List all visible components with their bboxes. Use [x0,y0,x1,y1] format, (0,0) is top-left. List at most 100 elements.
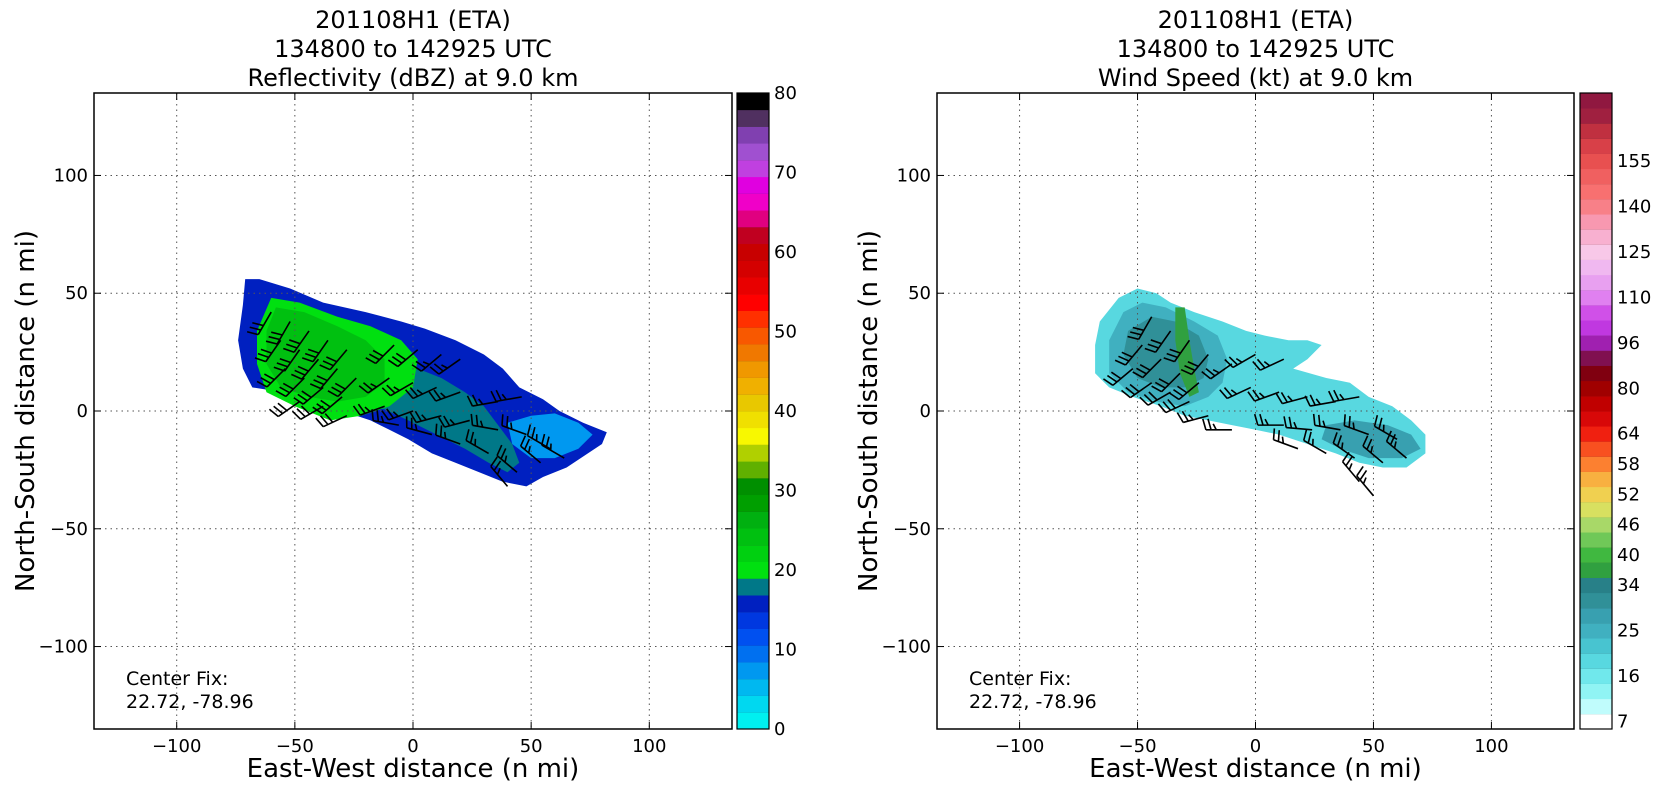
colorbar-tick-label: 155 [1617,151,1651,172]
center-fix-annotation: Center Fix: [126,668,228,690]
colorbar-bin [737,327,769,344]
colorbar-tick-label: 7 [1617,711,1628,732]
chart-title-line-1: 201108H1 (ETA) [315,6,511,34]
colorbar-tick-label: 125 [1617,242,1651,263]
wind-barb-feather [502,414,503,425]
x-tick-label: 100 [632,736,666,757]
y-tick-label: 0 [920,401,931,422]
x-tick-label: −100 [152,736,201,757]
colorbar-bin [737,662,769,679]
colorbar-bin [737,478,769,495]
colorbar-bin [737,578,769,595]
colorbar-bin [1580,532,1612,548]
colorbar-bin [1580,350,1612,366]
colorbar-bin [1580,169,1612,185]
colorbar-bin [737,294,769,311]
colorbar-bin [1580,335,1612,351]
colorbar-bin [737,444,769,461]
colorbar-tick-label: 40 [774,401,797,422]
y-axis-label: North-South distance (n mi) [854,230,884,592]
colorbar-bin [1580,562,1612,578]
colorbar-bin [737,143,769,160]
colorbar-tick-label: 52 [1617,484,1640,505]
colorbar-bin [1580,699,1612,715]
colorbar-bin [737,461,769,478]
wind-barb-feather [1274,428,1275,439]
colorbar-bin [737,679,769,696]
chart-title-line-1: 201108H1 (ETA) [1158,6,1354,34]
colorbar-bin [1580,714,1612,730]
colorbar-tick-label: 64 [1617,424,1640,445]
colorbar-bin [737,311,769,328]
x-axis-label: East-West distance (n mi) [1089,754,1422,784]
colorbar-bin [1580,593,1612,609]
colorbar-bin [1580,441,1612,457]
colorbar-tick-label: 20 [774,560,797,581]
colorbar-tick-label: 40 [1617,545,1640,566]
colorbar-bin [737,110,769,127]
colorbar-bin [737,260,769,277]
wind-barb-feather [1278,430,1279,441]
wind-barb-feather [1282,437,1283,444]
wind-barb-feather [1342,442,1343,449]
colorbar-bin [1580,199,1612,215]
y-tick-label: −50 [893,519,931,540]
colorbar-tick-label: 50 [774,322,797,343]
wind-barb-feather [1353,423,1354,430]
center-fix-annotation: 22.72, -78.96 [969,691,1097,713]
colorbar-bin [1580,411,1612,427]
colorbar-bin [737,428,769,445]
colorbar-tick-label: 96 [1617,333,1640,354]
chart-title-line-3: Reflectivity (dBZ) at 9.0 km [248,64,579,92]
colorbar-bin [1580,623,1612,639]
colorbar-tick-label: 80 [1617,378,1640,399]
colorbar-bin [737,629,769,646]
colorbar-bin [737,244,769,261]
colorbar-tick-label: 0 [774,719,785,740]
colorbar-bin [737,562,769,579]
colorbar-bin [737,344,769,361]
y-tick-label: −100 [39,637,88,658]
wind-barb-feather [507,416,508,427]
colorbar-bin [737,177,769,194]
chart-title-line-2: 134800 to 142925 UTC [1117,35,1395,63]
colorbar-tick-label: 80 [774,83,797,104]
colorbar-tick-label: 34 [1617,575,1640,596]
colorbar-bin [737,193,769,210]
colorbar-bin [1580,260,1612,276]
colorbar-bin [1580,608,1612,624]
colorbar-bin [1580,578,1612,594]
colorbar-bin [1580,229,1612,245]
colorbar-bin [1580,275,1612,291]
colorbar-tick-label: 16 [1617,666,1640,687]
colorbar-bin [737,612,769,629]
colorbar-bin [1580,381,1612,397]
colorbar-tick-label: 70 [774,163,797,184]
colorbar-bin [737,210,769,227]
colorbar-bin [737,160,769,177]
y-tick-label: 50 [65,283,88,304]
colorbar-bin [1580,123,1612,139]
colorbar-bin [1580,426,1612,442]
colorbar-bin [737,227,769,244]
colorbar-bin [1580,653,1612,669]
colorbar-tick-label: 25 [1617,621,1640,642]
wind-barb-feather [436,424,437,435]
y-tick-label: 100 [897,165,931,186]
colorbar-bin [737,126,769,143]
colorbar-tick-label: 10 [774,640,797,661]
colorbar-bin [1580,517,1612,533]
chart-title-line-2: 134800 to 142925 UTC [274,35,552,63]
colorbar-bin [737,411,769,428]
colorbar-bin [737,528,769,545]
x-tick-label: 100 [1474,736,1508,757]
colorbar-bin [1580,305,1612,321]
colorbar-bin [1580,154,1612,170]
colorbar-bin [737,361,769,378]
x-tick-label: −100 [995,736,1044,757]
colorbar-bin [737,696,769,713]
